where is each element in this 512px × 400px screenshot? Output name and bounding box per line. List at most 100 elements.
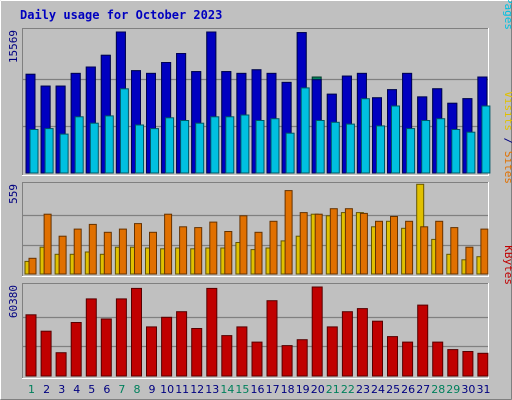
legend-part: Sites	[502, 151, 512, 184]
bar-sites-day-20	[314, 213, 323, 275]
bar-pages-day-24	[376, 125, 385, 174]
bar-kbytes-day-5	[85, 298, 97, 377]
bar-pages-day-27	[421, 120, 431, 174]
bar-pages-day-31	[481, 105, 491, 174]
bar-pages-day-5	[89, 122, 99, 174]
legend-part: Pages	[502, 0, 512, 30]
bar-pages-day-11	[180, 120, 190, 174]
bar-sites-day-1	[28, 257, 37, 275]
bar-sites-day-14	[224, 231, 233, 275]
day-label-4: 4	[73, 383, 80, 396]
bar-sites-day-17	[269, 220, 278, 275]
bar-kbytes-day-11	[176, 311, 188, 377]
day-label-8: 8	[134, 383, 141, 396]
day-label-3: 3	[58, 383, 65, 396]
bar-kbytes-day-14	[221, 335, 233, 377]
bar-kbytes-day-19	[296, 339, 308, 377]
day-label-26: 26	[401, 383, 415, 396]
bar-pages-day-6	[104, 115, 114, 174]
bar-sites-day-8	[134, 223, 142, 275]
bar-kbytes-day-20	[311, 286, 323, 377]
chart-title: Daily usage for October 2023	[20, 8, 222, 22]
day-label-21: 21	[326, 383, 340, 396]
legend-part: /	[502, 131, 512, 151]
bar-kbytes-day-12	[191, 328, 203, 377]
bar-sites-day-3	[58, 235, 67, 275]
day-label-29: 29	[446, 383, 460, 396]
bar-pages-day-20	[315, 120, 325, 174]
bar-sites-day-25	[390, 216, 398, 275]
bar-kbytes-day-1	[25, 314, 37, 377]
bar-pages-day-10	[165, 117, 175, 174]
bars	[25, 286, 489, 377]
bar-kbytes-day-4	[70, 322, 82, 377]
bar-sites-day-12	[194, 227, 203, 275]
day-label-20: 20	[311, 383, 325, 396]
bar-sites-day-30	[465, 246, 474, 275]
bar-sites-day-26	[405, 220, 414, 275]
day-label-18: 18	[281, 383, 295, 396]
bar-sites-day-24	[375, 220, 383, 275]
chart-panels: 15569 Hits / Files / Pages 559 Visits / Sit…	[7, 0, 512, 379]
bars	[25, 31, 491, 174]
bar-pages-day-15	[240, 114, 250, 174]
bar-pages-day-9	[150, 128, 159, 174]
bar-pages-day-13	[210, 116, 220, 174]
day-label-1: 1	[28, 383, 35, 396]
bars	[24, 183, 489, 275]
bar-sites-day-23	[359, 212, 368, 275]
bar-kbytes-day-23	[356, 308, 368, 377]
bar-kbytes-day-26	[402, 341, 414, 377]
bar-kbytes-day-25	[387, 336, 398, 377]
bar-kbytes-day-30	[462, 351, 474, 377]
bar-kbytes-day-8	[131, 287, 142, 377]
day-label-6: 6	[103, 383, 110, 396]
day-label-19: 19	[296, 383, 310, 396]
bar-pages-day-19	[300, 87, 310, 174]
bar-kbytes-day-29	[447, 349, 459, 377]
day-label-14: 14	[220, 383, 234, 396]
bar-pages-day-18	[285, 132, 295, 174]
legend-part: KBytes	[502, 245, 512, 285]
bar-pages-day-1	[29, 129, 39, 174]
bar-pages-day-28	[436, 118, 446, 174]
day-label-31: 31	[477, 383, 491, 396]
bar-kbytes-day-24	[372, 320, 383, 377]
day-label-10: 10	[160, 383, 174, 396]
panel-visits-sites: 559 Visits / Sites	[7, 91, 512, 277]
bar-kbytes-day-22	[341, 311, 353, 377]
day-label-28: 28	[431, 383, 445, 396]
day-label-15: 15	[235, 383, 249, 396]
bar-kbytes-day-6	[100, 318, 112, 377]
bar-sites-day-2	[43, 213, 52, 275]
panel-max-label: 15569	[7, 30, 20, 63]
bar-pages-day-17	[270, 118, 280, 174]
day-label-25: 25	[386, 383, 400, 396]
bar-pages-day-7	[119, 88, 129, 174]
bar-kbytes-day-28	[432, 341, 444, 377]
bar-pages-day-14	[225, 116, 235, 174]
panel-legend: KBytes	[502, 245, 512, 285]
bar-pages-day-25	[391, 105, 400, 174]
day-label-17: 17	[266, 383, 280, 396]
bar-sites-day-9	[149, 231, 157, 275]
bar-sites-day-6	[103, 231, 112, 275]
panel-max-label: 559	[7, 184, 20, 204]
bar-sites-day-29	[450, 227, 459, 275]
bar-sites-day-19	[299, 212, 308, 275]
panel-legend: Hits / Files / Pages	[502, 0, 512, 30]
bar-kbytes-day-2	[40, 330, 52, 377]
bar-pages-day-16	[255, 120, 265, 174]
bar-sites-day-11	[179, 226, 188, 275]
bar-pages-day-8	[135, 124, 144, 174]
day-labels: 1 2 3 4 5 6 7 8 9 10 11 12 13 14 15 16 17 18 19 20 21 22 23 24 2…	[28, 383, 491, 396]
bar-kbytes-day-27	[417, 304, 429, 377]
bar-pages-day-26	[406, 128, 416, 174]
day-label-13: 13	[205, 383, 219, 396]
bar-kbytes-day-10	[161, 316, 173, 377]
legend-part: Visits	[502, 91, 512, 131]
bar-kbytes-day-9	[146, 326, 157, 377]
bar-pages-day-3	[59, 133, 69, 174]
bar-pages-day-30	[466, 131, 476, 174]
